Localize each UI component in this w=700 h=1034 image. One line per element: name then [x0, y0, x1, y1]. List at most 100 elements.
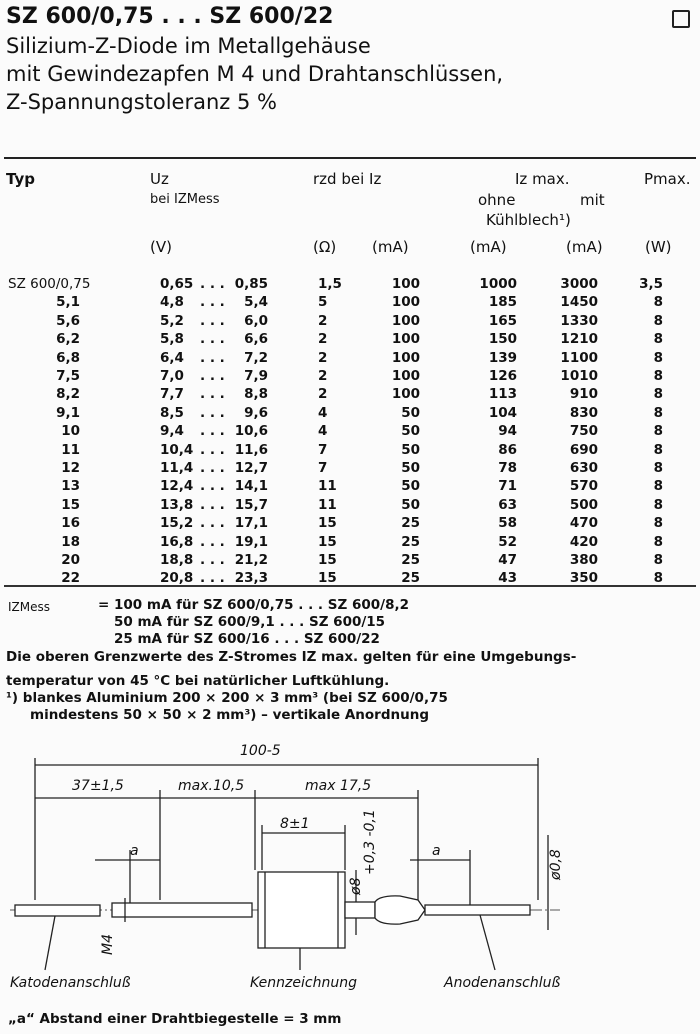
typ-cell: 15	[61, 496, 80, 513]
iz-max-ohne-cell: 185	[488, 294, 517, 311]
pmax-cell: 8	[653, 496, 663, 513]
typ-cell: 6,8	[56, 349, 80, 366]
typ-cell: 11	[61, 441, 80, 458]
table-row: 20 18,8 . . . 21,2 15 25 47 380 8	[0, 552, 700, 570]
uz-min-cell: 5,2	[160, 312, 184, 329]
iz-cell: 100	[391, 386, 420, 403]
table-row: 8,2 7,7 . . . 8,8 2 100 113 910 8	[0, 386, 700, 404]
uz-max-cell: 11,6	[234, 441, 268, 458]
range-sep: . . .	[200, 570, 225, 587]
iz-max-ohne-cell: 43	[498, 570, 517, 587]
iz-max-ohne-cell: 150	[488, 331, 517, 348]
typ-cell: 12	[61, 460, 80, 476]
table-top-rule	[4, 157, 696, 159]
dimension-drawing: 100-5 37±1,5 max.10,5 max 17,5 8±1 ø8 +0…	[8, 743, 564, 1027]
iz-cell: 100	[391, 331, 420, 348]
iz-max-ohne-cell: 139	[488, 349, 517, 366]
range-sep: . . .	[200, 386, 225, 403]
rzd-cell: 15	[318, 552, 337, 568]
uz-max-cell: 17,1	[234, 515, 268, 532]
uz-max-cell: 5,4	[244, 294, 268, 311]
anode-cap	[374, 895, 426, 925]
range-sep: . . .	[200, 552, 225, 568]
iz-max-ohne-cell: 78	[498, 460, 517, 476]
iz-max-ohne-cell: 94	[498, 423, 517, 440]
dim-right: max 17,5	[305, 778, 371, 794]
unit-ma-mit: (mA)	[566, 238, 603, 256]
uz-min-cell: 8,5	[160, 404, 184, 421]
subtitle-line-2: mit Gewindezapfen M 4 und Drahtanschlüss…	[6, 62, 504, 86]
izmess-line-1: = 100 mA für SZ 600/0,75 . . . SZ 600/8,…	[98, 597, 410, 613]
dim-body: 8±1	[280, 816, 310, 832]
rzd-cell: 11	[318, 496, 337, 513]
note-line-1: Die oberen Grenzwerte des Z-Stromes IZ m…	[6, 649, 577, 665]
uz-max-cell: 10,6	[234, 423, 268, 440]
pmax-cell: 8	[653, 386, 663, 403]
iz-max-ohne-cell: 126	[488, 368, 517, 384]
uz-max-cell: 7,2	[244, 349, 268, 366]
dim-diameter: ø8	[348, 877, 364, 896]
subtitle-line-3: Z-Spannungstoleranz 5 %	[6, 90, 277, 114]
iz-max-mit-cell: 750	[569, 423, 598, 440]
uz-min-cell: 0,65	[160, 276, 194, 292]
header-pmax: Pmax.	[644, 170, 691, 188]
pmax-cell: 8	[653, 570, 663, 587]
iz-cell: 50	[401, 441, 420, 458]
iz-max-mit-cell: 630	[569, 460, 598, 476]
table-row: 11 10,4 . . . 11,6 7 50 86 690 8	[0, 442, 700, 460]
rzd-cell: 2	[318, 386, 328, 403]
table-row: 10 9,4 . . . 10,6 4 50 94 750 8	[0, 423, 700, 441]
pmax-cell: 8	[653, 368, 663, 384]
typ-cell: 5,6	[56, 312, 80, 329]
range-sep: . . .	[200, 312, 225, 329]
iz-cell: 25	[401, 515, 420, 532]
pmax-cell: 8	[653, 515, 663, 532]
range-sep: . . .	[200, 423, 225, 440]
iz-cell: 100	[391, 349, 420, 366]
iz-max-mit-cell: 690	[569, 441, 598, 458]
iz-cell: 25	[401, 552, 420, 568]
table-row: 9,1 8,5 . . . 9,6 4 50 104 830 8	[0, 405, 700, 423]
typ-cell: 5,1	[56, 294, 80, 311]
rzd-cell: 4	[318, 423, 328, 440]
table-row: 22 20,8 . . . 23,3 15 25 43 350 8	[0, 570, 700, 588]
iz-max-mit-cell: 3000	[560, 276, 598, 292]
uz-max-cell: 9,6	[244, 404, 268, 421]
uz-max-cell: 8,8	[244, 386, 268, 403]
table-row: 18 16,8 . . . 19,1 15 25 52 420 8	[0, 534, 700, 552]
table-row: 6,8 6,4 . . . 7,2 2 100 139 1100 8	[0, 350, 700, 368]
iz-max-mit-cell: 910	[569, 386, 598, 403]
range-sep: . . .	[200, 441, 225, 458]
rzd-cell: 15	[318, 570, 337, 587]
uz-min-cell: 12,4	[160, 478, 194, 495]
iz-max-ohne-cell: 63	[498, 496, 517, 513]
table-row: 13 12,4 . . . 14,1 11 50 71 570 8	[0, 478, 700, 496]
typ-cell: SZ 600/0,75	[8, 276, 91, 292]
pmax-cell: 8	[653, 312, 663, 329]
uz-max-cell: 19,1	[234, 533, 268, 550]
iz-cell: 100	[391, 368, 420, 384]
subtitle-line-1: Silizium-Z-Diode im Metallgehäuse	[6, 34, 371, 58]
uz-min-cell: 10,4	[160, 441, 194, 458]
dim-left: 37±1,5	[72, 778, 124, 794]
thread-label: M4	[100, 934, 116, 955]
header-kuehlblech: Kühlblech¹)	[486, 211, 571, 229]
iz-max-mit-cell: 420	[569, 533, 598, 550]
dim-total: 100-5	[240, 743, 281, 759]
rzd-cell: 15	[318, 515, 337, 532]
iz-max-ohne-cell: 165	[488, 312, 517, 329]
typ-cell: 22	[61, 570, 80, 587]
iz-max-ohne-cell: 71	[498, 478, 517, 495]
iz-max-ohne-cell: 104	[488, 404, 517, 421]
uz-max-cell: 6,0	[244, 312, 268, 329]
uz-max-cell: 14,1	[234, 478, 268, 495]
table-row: 5,6 5,2 . . . 6,0 2 100 165 1330 8	[0, 313, 700, 331]
iz-max-mit-cell: 1330	[560, 312, 598, 329]
pmax-cell: 8	[653, 441, 663, 458]
unit-ma-rzd: (mA)	[372, 238, 409, 256]
rzd-cell: 2	[318, 331, 328, 348]
anode-wire	[424, 904, 531, 916]
cathode-wire	[14, 904, 101, 917]
thread-stud	[111, 902, 253, 918]
table-row: 6,2 5,8 . . . 6,6 2 100 150 1210 8	[0, 331, 700, 349]
